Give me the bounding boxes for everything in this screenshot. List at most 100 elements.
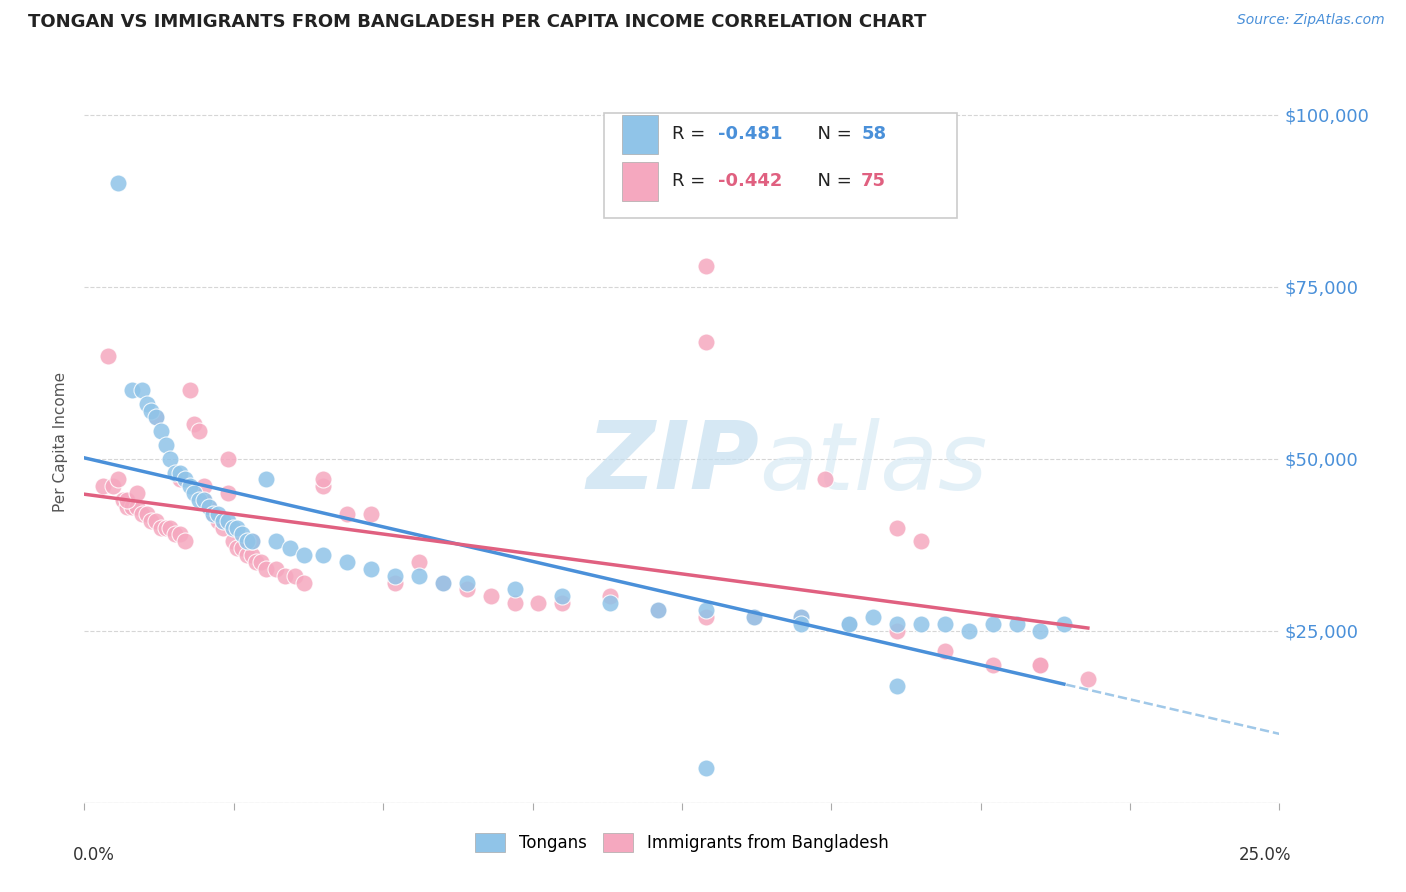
Text: -0.481: -0.481 xyxy=(718,126,782,144)
Point xyxy=(957,624,980,638)
Point xyxy=(292,548,315,562)
Point xyxy=(274,568,297,582)
Point xyxy=(107,177,129,191)
Point xyxy=(217,486,239,500)
Point xyxy=(131,507,153,521)
Point xyxy=(165,527,187,541)
Point xyxy=(695,334,717,349)
Point xyxy=(599,590,621,604)
Point xyxy=(456,575,478,590)
Text: 75: 75 xyxy=(862,172,886,190)
Y-axis label: Per Capita Income: Per Capita Income xyxy=(53,371,69,512)
Point xyxy=(695,761,717,775)
Text: -0.442: -0.442 xyxy=(718,172,782,190)
Point xyxy=(212,520,235,534)
Point xyxy=(236,534,259,549)
Text: 0.0%: 0.0% xyxy=(73,847,114,864)
Point xyxy=(264,534,287,549)
Text: N =: N = xyxy=(806,172,858,190)
Point xyxy=(886,679,908,693)
Point xyxy=(159,451,181,466)
Point xyxy=(240,534,263,549)
Point xyxy=(240,534,263,549)
Point xyxy=(432,575,454,590)
Point xyxy=(1053,616,1076,631)
Point xyxy=(173,534,195,549)
Point xyxy=(217,451,239,466)
Bar xyxy=(623,161,658,202)
Point xyxy=(886,616,908,631)
Point xyxy=(236,548,259,562)
Point xyxy=(179,479,201,493)
Point xyxy=(384,575,406,590)
Point xyxy=(217,514,239,528)
Point xyxy=(179,383,201,397)
Point xyxy=(169,527,191,541)
Point xyxy=(1029,658,1052,673)
Point xyxy=(93,479,115,493)
Point xyxy=(183,486,205,500)
Text: N =: N = xyxy=(806,126,858,144)
Point xyxy=(145,410,167,425)
Point xyxy=(981,616,1004,631)
Text: R =: R = xyxy=(672,126,711,144)
Point xyxy=(135,507,157,521)
Point xyxy=(226,520,249,534)
Point xyxy=(886,520,908,534)
Point xyxy=(197,500,219,514)
Point xyxy=(101,479,124,493)
Point xyxy=(188,424,211,438)
Point xyxy=(360,507,382,521)
Text: Source: ZipAtlas.com: Source: ZipAtlas.com xyxy=(1237,13,1385,28)
Point xyxy=(231,527,253,541)
Point xyxy=(145,410,167,425)
Point xyxy=(647,603,669,617)
Point xyxy=(910,616,932,631)
Point xyxy=(188,493,211,508)
Point xyxy=(254,562,277,576)
Point xyxy=(503,596,526,610)
Point xyxy=(312,548,335,562)
Point xyxy=(312,479,335,493)
Point xyxy=(336,507,359,521)
Point xyxy=(131,383,153,397)
Point xyxy=(240,548,263,562)
Point xyxy=(149,424,172,438)
Text: ZIP: ZIP xyxy=(586,417,759,509)
Point xyxy=(1029,624,1052,638)
Point xyxy=(742,610,765,624)
Text: atlas: atlas xyxy=(759,417,988,508)
Point xyxy=(197,500,219,514)
FancyBboxPatch shape xyxy=(605,112,957,218)
Point xyxy=(117,493,139,508)
Point xyxy=(107,472,129,486)
Point xyxy=(169,466,191,480)
Point xyxy=(1077,672,1099,686)
Point xyxy=(169,472,191,486)
Point xyxy=(121,383,143,397)
Text: 58: 58 xyxy=(862,126,886,144)
Point xyxy=(165,466,187,480)
Point xyxy=(1029,658,1052,673)
Point xyxy=(212,514,235,528)
Point xyxy=(479,590,502,604)
Bar xyxy=(623,114,658,154)
Point xyxy=(117,500,139,514)
Point xyxy=(551,596,574,610)
Point xyxy=(695,610,717,624)
Point xyxy=(250,555,273,569)
Point xyxy=(207,514,229,528)
Point xyxy=(981,658,1004,673)
Point xyxy=(149,520,172,534)
Point xyxy=(790,610,813,624)
Point xyxy=(125,486,148,500)
Point xyxy=(226,541,249,556)
Text: 25.0%: 25.0% xyxy=(1239,847,1292,864)
Point xyxy=(292,575,315,590)
Point xyxy=(173,472,195,486)
Point xyxy=(264,562,287,576)
Point xyxy=(336,555,359,569)
Point xyxy=(647,603,669,617)
Point xyxy=(193,479,215,493)
Point xyxy=(145,514,167,528)
